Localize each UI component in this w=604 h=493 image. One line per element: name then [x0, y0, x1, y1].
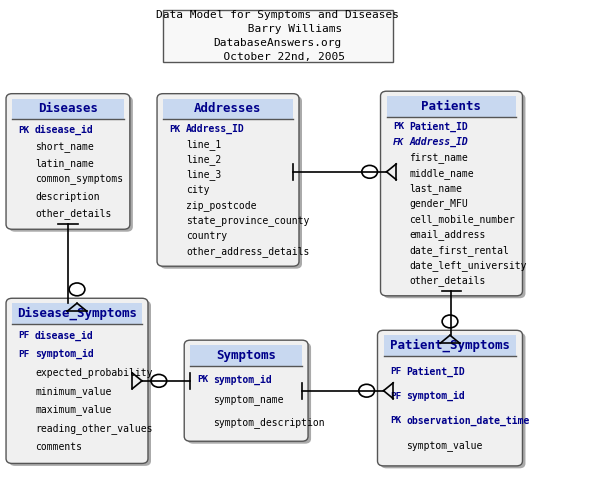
Text: zip_postcode: zip_postcode	[186, 200, 257, 211]
Text: last_name: last_name	[410, 183, 463, 194]
Text: city: city	[186, 185, 210, 195]
FancyBboxPatch shape	[187, 343, 311, 444]
Text: short_name: short_name	[35, 141, 94, 152]
Text: expected_probability: expected_probability	[35, 367, 153, 378]
Bar	[387, 96, 516, 117]
Text: disease_id: disease_id	[35, 125, 94, 135]
Text: description: description	[35, 192, 100, 202]
Text: PK: PK	[170, 125, 181, 134]
Text: line_3: line_3	[186, 170, 221, 180]
Text: other_details: other_details	[35, 208, 111, 219]
Text: symptom_description: symptom_description	[213, 417, 325, 428]
Text: line_2: line_2	[186, 154, 221, 165]
Text: other_address_details: other_address_details	[186, 246, 309, 257]
Bar	[163, 10, 393, 62]
Text: symptom_id: symptom_id	[213, 375, 272, 385]
Text: observation_date_time: observation_date_time	[406, 416, 530, 426]
Text: date_left_university: date_left_university	[410, 260, 527, 271]
FancyBboxPatch shape	[9, 96, 133, 232]
Text: symptom_id: symptom_id	[35, 349, 94, 359]
Text: Addresses: Addresses	[194, 103, 262, 115]
Text: Data Model for Symptoms and Diseases
     Barry Williams
DatabaseAnswers.org
  O: Data Model for Symptoms and Diseases Bar…	[156, 10, 399, 62]
Text: Patient_Symptoms: Patient_Symptoms	[390, 339, 510, 352]
Text: Patient_ID: Patient_ID	[410, 122, 468, 132]
Bar	[384, 335, 516, 356]
Text: line_1: line_1	[186, 139, 221, 150]
Text: state_province_county: state_province_county	[186, 215, 309, 226]
FancyBboxPatch shape	[381, 333, 525, 468]
Bar	[190, 345, 302, 366]
FancyBboxPatch shape	[6, 94, 130, 229]
Bar	[12, 99, 124, 119]
Text: maximum_value: maximum_value	[35, 404, 111, 415]
Text: first_name: first_name	[410, 152, 468, 163]
Text: comments: comments	[35, 442, 82, 452]
Text: reading_other_values: reading_other_values	[35, 423, 153, 433]
Text: PF: PF	[390, 392, 402, 401]
Text: Patients: Patients	[422, 100, 481, 113]
Text: symptom_name: symptom_name	[213, 396, 284, 406]
FancyBboxPatch shape	[384, 94, 525, 298]
Text: country: country	[186, 231, 227, 241]
Text: Symptoms: Symptoms	[216, 349, 276, 362]
FancyBboxPatch shape	[184, 340, 308, 441]
Text: PF: PF	[390, 367, 402, 376]
Text: Patient_ID: Patient_ID	[406, 367, 465, 377]
Text: Address_ID: Address_ID	[186, 124, 245, 134]
Text: Diseases: Diseases	[38, 103, 98, 115]
Text: PF: PF	[19, 350, 30, 359]
FancyBboxPatch shape	[9, 301, 151, 466]
Text: PK: PK	[197, 375, 208, 384]
Text: gender_MFU: gender_MFU	[410, 198, 468, 210]
FancyBboxPatch shape	[157, 94, 299, 266]
Text: symptom_value: symptom_value	[406, 440, 483, 451]
Text: middle_name: middle_name	[410, 168, 474, 178]
FancyBboxPatch shape	[160, 96, 302, 269]
Text: latin_name: latin_name	[35, 158, 94, 169]
Text: Address_ID: Address_ID	[410, 137, 468, 147]
FancyBboxPatch shape	[378, 330, 522, 466]
Bar	[12, 303, 142, 324]
Text: date_first_rental: date_first_rental	[410, 245, 509, 255]
Text: cell_mobile_number: cell_mobile_number	[410, 214, 515, 225]
Text: minimum_value: minimum_value	[35, 386, 111, 397]
FancyBboxPatch shape	[381, 91, 522, 296]
Text: FK: FK	[393, 138, 405, 147]
Text: common_symptoms: common_symptoms	[35, 175, 123, 185]
Text: PK: PK	[390, 416, 402, 425]
Text: email_address: email_address	[410, 229, 486, 240]
Text: Disease_Symptoms: Disease_Symptoms	[17, 307, 137, 320]
Text: other_details: other_details	[410, 276, 486, 286]
Text: disease_id: disease_id	[35, 331, 94, 341]
Text: PK: PK	[393, 122, 405, 131]
Text: symptom_id: symptom_id	[406, 391, 465, 401]
Text: PF: PF	[19, 331, 30, 340]
Text: PK: PK	[19, 126, 30, 135]
Bar	[163, 99, 293, 119]
FancyBboxPatch shape	[6, 298, 148, 463]
